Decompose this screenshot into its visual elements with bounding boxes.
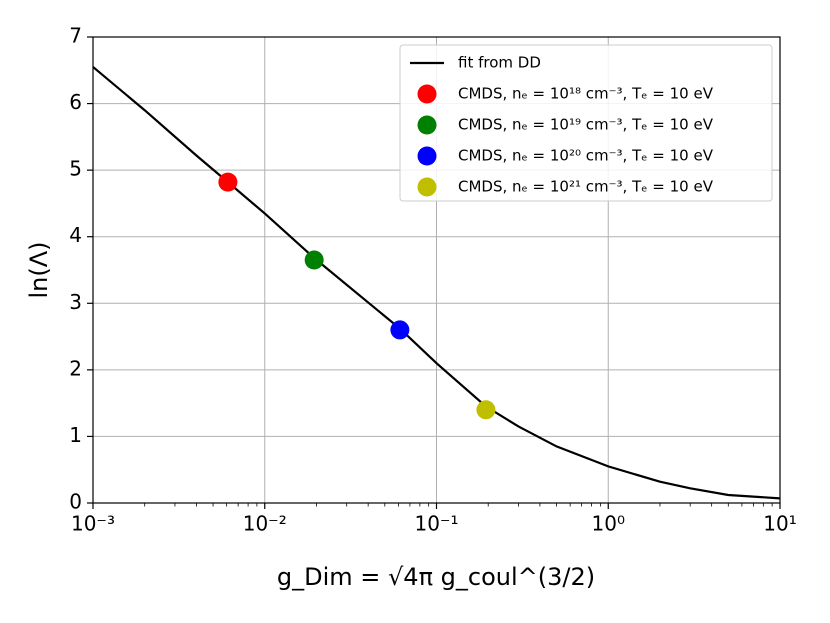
x-tick-label: 10⁰ bbox=[592, 512, 625, 536]
plot-frame bbox=[92, 36, 781, 504]
legend-marker bbox=[417, 146, 437, 166]
data-point bbox=[476, 400, 496, 420]
y-tick-label: 0 bbox=[69, 490, 82, 514]
data-point bbox=[390, 320, 410, 340]
x-tick-label: 10⁻² bbox=[243, 512, 287, 536]
y-tick-label: 1 bbox=[69, 423, 82, 447]
y-tick-label: 6 bbox=[69, 90, 82, 114]
data-point bbox=[304, 250, 324, 270]
y-tick-label: 2 bbox=[69, 356, 82, 380]
legend-label: CMDS, nₑ = 10²⁰ cm⁻³, Tₑ = 10 eV bbox=[458, 147, 714, 165]
y-axis-label: ln(Λ) bbox=[25, 241, 53, 298]
x-tick-label: 10¹ bbox=[763, 512, 796, 536]
x-axis-label: g_Dim = √4π g_coul^(3/2) bbox=[277, 563, 595, 591]
legend-label: CMDS, nₑ = 10²¹ cm⁻³, Tₑ = 10 eV bbox=[458, 178, 714, 196]
legend-label: fit from DD bbox=[458, 54, 541, 72]
fit-line bbox=[92, 66, 781, 500]
legend-marker bbox=[417, 177, 437, 197]
y-tick-label: 5 bbox=[69, 157, 82, 181]
x-tick-label: 10⁻¹ bbox=[414, 512, 458, 536]
legend-marker bbox=[417, 84, 437, 104]
legend-label: CMDS, nₑ = 10¹⁸ cm⁻³, Tₑ = 10 eV bbox=[458, 85, 714, 103]
y-tick-label: 3 bbox=[69, 290, 82, 314]
data-point bbox=[218, 172, 238, 192]
y-tick-label: 4 bbox=[69, 223, 82, 247]
legend-box bbox=[399, 44, 773, 202]
legend-label: CMDS, nₑ = 10¹⁹ cm⁻³, Tₑ = 10 eV bbox=[458, 116, 714, 134]
legend-marker bbox=[417, 115, 437, 135]
y-tick-label: 7 bbox=[69, 24, 82, 48]
x-tick-label: 10⁻³ bbox=[71, 512, 115, 536]
